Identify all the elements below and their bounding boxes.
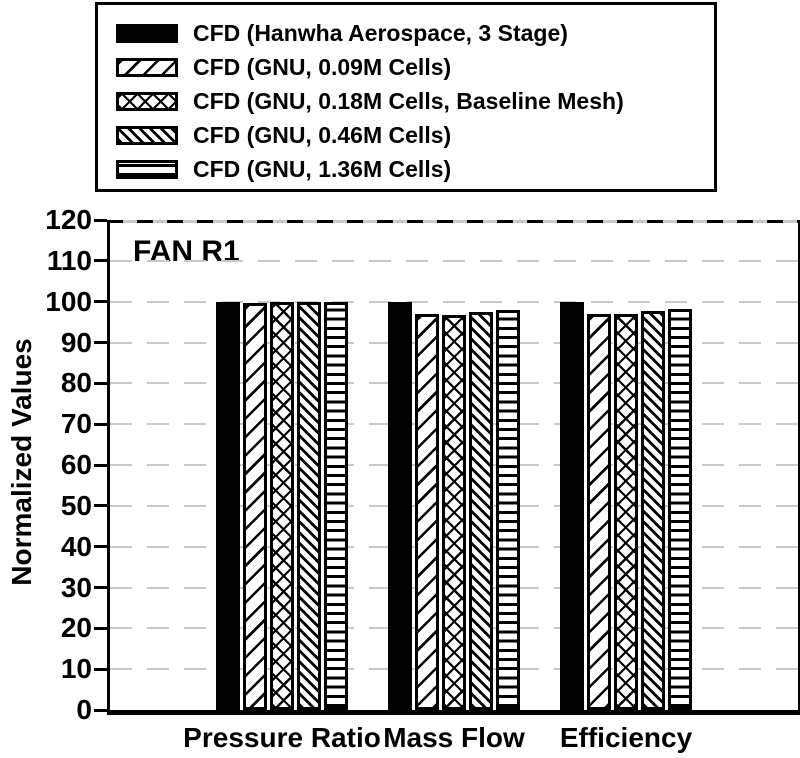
- y-tick-label-120: 120: [45, 204, 92, 235]
- y-tick-label-20: 20: [60, 612, 92, 644]
- y-tick-80: [94, 381, 107, 385]
- y-tick-20: [94, 626, 107, 630]
- legend-label-3: CFD (GNU, 0.46M Cells): [193, 121, 452, 148]
- legend-item-3: CFD (GNU, 0.46M Cells): [116, 118, 714, 152]
- plot-top-border: [107, 220, 800, 223]
- bar-pressure-ratio-series-3: [297, 301, 321, 710]
- y-tick-label-0: 0: [76, 694, 92, 725]
- x-category-label-mass-flow: Mass Flow: [383, 722, 525, 753]
- bar-efficiency-series-0: [560, 301, 584, 710]
- legend-item-1: CFD (GNU, 0.09M Cells): [116, 50, 714, 84]
- gridline-110: [110, 259, 798, 262]
- bar-pressure-ratio-series-2: [270, 302, 294, 710]
- y-tick-50: [94, 504, 107, 508]
- legend-item-4: CFD (GNU, 1.36M Cells): [116, 152, 714, 186]
- bar-mass-flow-series-0: [388, 301, 412, 710]
- y-tick-100: [94, 300, 107, 304]
- plot-area: FAN R1 0 10 20 30 40 50 60 70 80 90 100 110 120 Press…: [45, 205, 800, 753]
- bar-efficiency-series-1: [587, 314, 611, 710]
- legend-swatch-diagonal-back-dense-hatch-icon: [116, 125, 178, 145]
- legend-swatch-crosshatch-icon: [116, 91, 178, 111]
- legend-swatch-diagonal-forward-hatch-icon: [116, 57, 178, 77]
- y-tick-label-100: 100: [45, 285, 92, 317]
- legend-label-4: CFD (GNU, 1.36M Cells): [193, 155, 452, 182]
- chart-title: FAN R1: [133, 235, 240, 268]
- bar-pressure-ratio-series-1: [243, 302, 267, 710]
- bar-mass-flow-series-4: [496, 309, 520, 710]
- y-tick-label-10: 10: [60, 653, 92, 685]
- y-tick-label-90: 90: [60, 326, 92, 358]
- y-tick-0: [94, 708, 107, 712]
- bar-mass-flow-series-2: [442, 314, 466, 710]
- y-tick-110: [94, 259, 107, 263]
- y-tick-90: [94, 341, 107, 344]
- legend-swatch-horizontal-hatch-icon: [116, 159, 178, 179]
- bar-efficiency-series-2: [614, 314, 638, 710]
- legend-item-0: CFD (Hanwha Aerospace, 3 Stage): [116, 16, 714, 50]
- y-tick-label-60: 60: [60, 449, 92, 480]
- y-tick-40: [94, 545, 107, 549]
- legend-label-2: CFD (GNU, 0.18M Cells, Baseline Mesh): [193, 87, 624, 114]
- y-tick-label-40: 40: [60, 530, 92, 562]
- y-tick-70: [94, 422, 107, 426]
- x-category-label-pressure-ratio: Pressure Ratio: [183, 722, 381, 753]
- x-category-label-efficiency: Efficiency: [559, 722, 693, 753]
- gridline-100: [110, 300, 798, 303]
- y-tick-120: [94, 218, 107, 222]
- bar-pressure-ratio-series-0: [216, 301, 240, 710]
- bar-efficiency-series-3: [641, 311, 665, 710]
- bar-efficiency-series-4: [668, 309, 692, 710]
- y-tick-60: [94, 463, 107, 467]
- y-tick-label-70: 70: [60, 408, 92, 440]
- y-tick-label-80: 80: [60, 367, 92, 399]
- legend-label-0: CFD (Hanwha Aerospace, 3 Stage): [193, 19, 568, 46]
- bar-pressure-ratio-series-4: [324, 302, 348, 710]
- legend: CFD (Hanwha Aerospace, 3 Stage) CFD (GNU,…: [95, 2, 717, 192]
- legend-label-1: CFD (GNU, 0.09M Cells): [193, 53, 452, 80]
- y-tick-30: [94, 586, 107, 589]
- y-tick-label-110: 110: [46, 244, 92, 276]
- legend-swatch-solid-black-icon: [116, 23, 178, 43]
- y-tick-label-30: 30: [60, 571, 92, 603]
- y-tick-label-50: 50: [60, 489, 92, 521]
- bar-mass-flow-series-1: [415, 314, 439, 710]
- bar-mass-flow-series-3: [469, 311, 493, 710]
- y-tick-10: [94, 667, 107, 671]
- legend-item-2: CFD (GNU, 0.18M Cells, Baseline Mesh): [116, 84, 714, 118]
